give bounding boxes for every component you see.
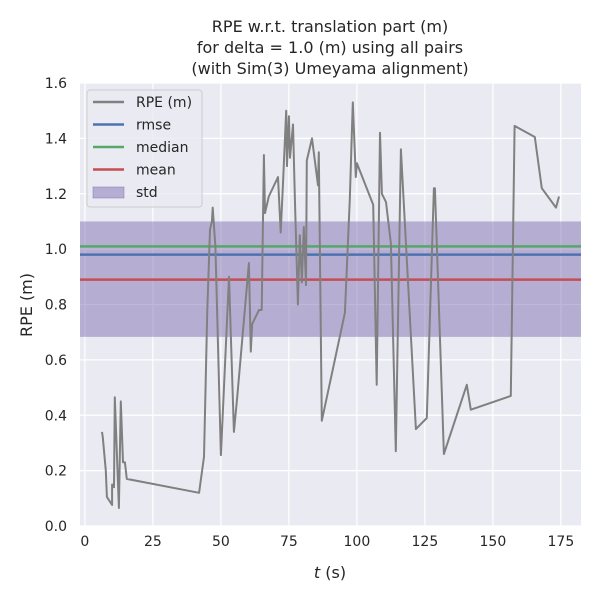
x-tick-label: 50 [212, 534, 230, 550]
y-tick-label: 0.6 [45, 353, 67, 369]
legend-median-label: median [136, 140, 188, 156]
y-tick-label: 0.8 [45, 298, 67, 314]
legend-rpe-label: RPE (m) [136, 95, 192, 111]
y-axis-label: RPE (m) [17, 273, 36, 337]
y-tick-label: 1.0 [45, 242, 67, 258]
x-tick-label: 0 [80, 534, 89, 550]
chart-title-line1: RPE w.r.t. translation part (m) [212, 17, 448, 36]
x-axis-label-var: t [314, 563, 321, 582]
legend-box [86, 89, 203, 208]
rpe-series-line [101, 101, 560, 509]
x-tick-label: 125 [412, 534, 439, 550]
y-tick-label: 1.2 [45, 187, 67, 203]
chart-title-line2: for delta = 1.0 (m) using all pairs [197, 38, 463, 57]
x-tick-label: 100 [344, 534, 371, 550]
x-tick-label: 75 [280, 534, 298, 550]
y-tick-label: 0.4 [45, 408, 67, 424]
y-tick-label: 0.0 [45, 519, 67, 535]
x-axis-label-unit: (s) [320, 563, 346, 582]
chart-title-line3: (with Sim(3) Umeyama alignment) [191, 59, 468, 78]
y-tick-label: 0.2 [45, 464, 67, 480]
y-tick-label: 1.4 [45, 131, 67, 147]
x-tick-label: 150 [480, 534, 507, 550]
legend-rmse-label: rmse [136, 118, 171, 134]
x-tick-label: 25 [144, 534, 162, 550]
y-tick-label: 1.6 [45, 76, 67, 92]
legend-std-label: std [136, 185, 158, 201]
legend-mean-label: mean [136, 163, 176, 179]
legend: RPE (m) rmse median mean std [86, 89, 203, 208]
x-tick-label: 175 [548, 534, 575, 550]
x-axis-label: t (s) [314, 563, 346, 582]
legend-std-swatch [92, 186, 125, 199]
